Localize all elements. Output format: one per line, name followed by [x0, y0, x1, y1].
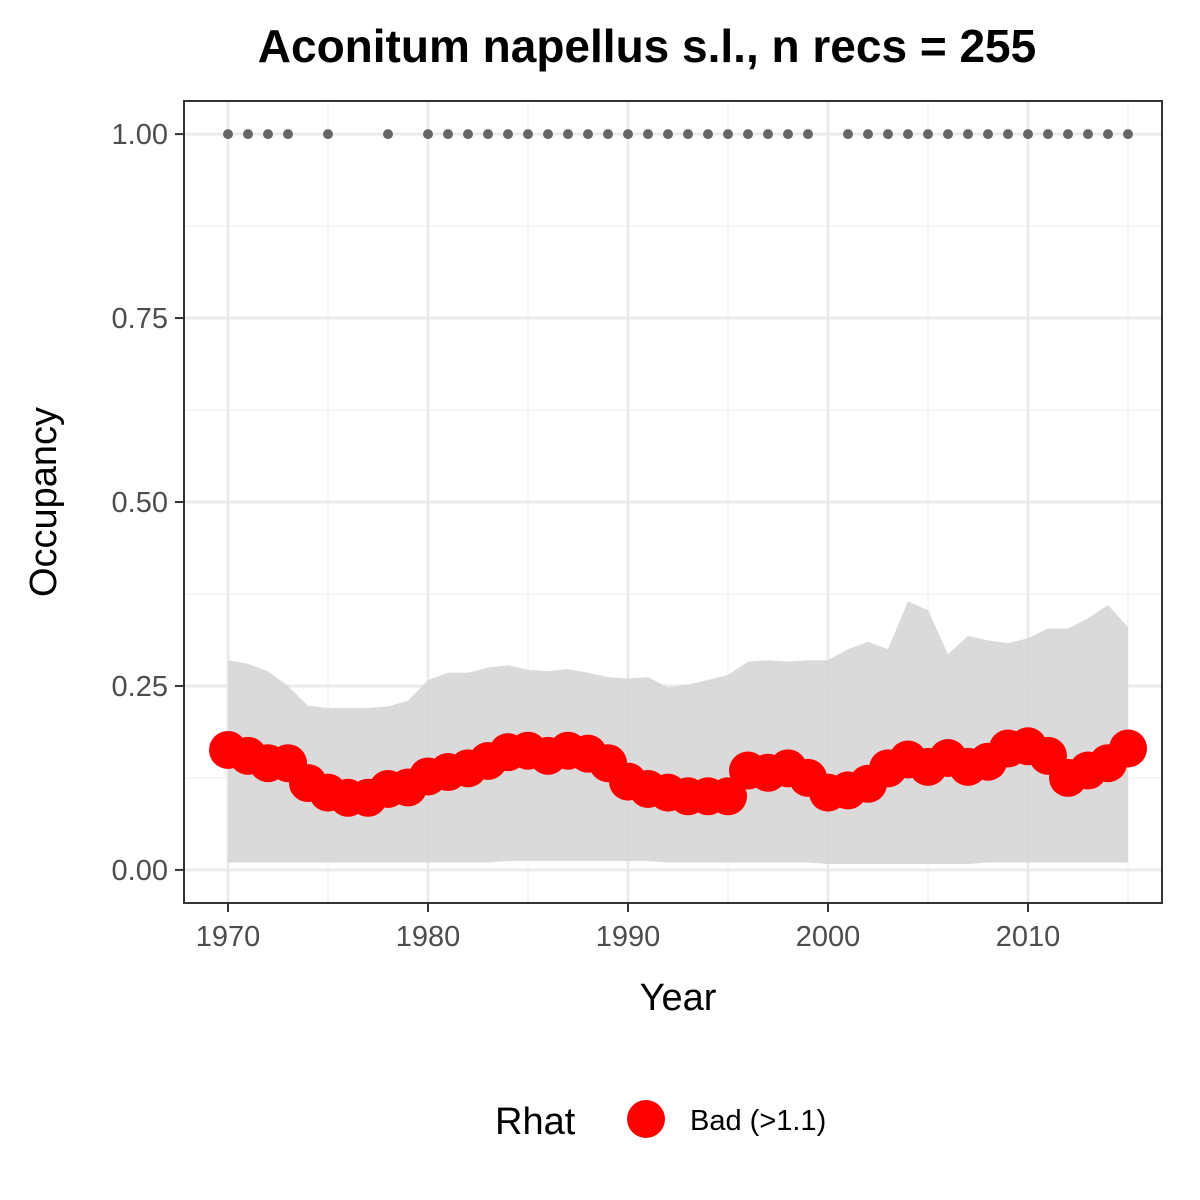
observed-record-point	[443, 129, 453, 140]
observed-record-point	[1043, 129, 1053, 140]
credible-interval-band	[228, 601, 1128, 865]
observed-record-point	[663, 129, 673, 140]
y-tick-label: 1.00	[112, 119, 168, 151]
observed-record-point	[643, 129, 653, 140]
legend: Rhat Bad (>1.1)	[495, 1100, 826, 1143]
observed-record-point	[963, 129, 973, 140]
observed-record-point	[703, 129, 713, 140]
y-tick-label: 0.50	[112, 487, 168, 519]
observed-record-point	[483, 129, 493, 140]
observed-record-point	[803, 129, 813, 140]
y-axis: 0.00 0.25 0.50 0.75 1.00	[112, 119, 184, 887]
x-tick-label: 2000	[796, 921, 861, 953]
x-axis-title: Year	[640, 977, 717, 1019]
x-axis: 1970 1980 1990 2000 2010	[196, 903, 1061, 953]
observed-record-point	[863, 129, 873, 140]
x-tick-label: 1990	[596, 921, 661, 953]
observed-record-point	[1083, 129, 1093, 140]
observed-record-point	[543, 129, 553, 140]
observed-record-point	[263, 129, 273, 140]
x-tick-label: 1980	[396, 921, 461, 953]
legend-key-bad	[627, 1100, 665, 1138]
estimate-point	[1109, 729, 1147, 768]
observed-record-point	[943, 129, 953, 140]
observed-record-point	[1003, 129, 1013, 140]
observed-record-point	[903, 129, 913, 140]
observed-record-point	[223, 129, 233, 140]
observed-record-point	[463, 129, 473, 140]
observed-record-point	[883, 129, 893, 140]
observed-record-point	[1123, 129, 1133, 140]
chart-title: Aconitum napellus s.l., n recs = 255	[258, 20, 1036, 72]
x-tick-label: 2010	[996, 921, 1061, 953]
observed-record-point	[603, 129, 613, 140]
legend-title: Rhat	[495, 1101, 576, 1143]
observed-record-point	[683, 129, 693, 140]
observed-record-point	[243, 129, 253, 140]
y-axis-title: Occupancy	[23, 407, 65, 597]
estimate-point	[709, 777, 747, 816]
observed-record-point	[323, 129, 333, 140]
observed-record-point	[1023, 129, 1033, 140]
observed-record-point	[923, 129, 933, 140]
observed-record-point	[523, 129, 533, 140]
observed-record-point	[583, 129, 593, 140]
observed-record-point	[783, 129, 793, 140]
estimate-points	[209, 727, 1147, 817]
legend-label-bad: Bad (>1.1)	[690, 1105, 826, 1137]
observed-record-point	[503, 129, 513, 140]
observed-record-point	[763, 129, 773, 140]
observed-record-point	[723, 129, 733, 140]
observed-record-point	[1063, 129, 1073, 140]
y-tick-label: 0.25	[112, 671, 168, 703]
observed-record-point	[423, 129, 433, 140]
observed-record-point	[1103, 129, 1113, 140]
observed-record-point	[283, 129, 293, 140]
observed-record-point	[383, 129, 393, 140]
observed-record-point	[623, 129, 633, 140]
observed-record-point	[563, 129, 573, 140]
observed-record-point	[743, 129, 753, 140]
y-tick-label: 0.00	[112, 855, 168, 887]
observed-record-point	[983, 129, 993, 140]
y-tick-label: 0.75	[112, 303, 168, 335]
x-tick-label: 1970	[196, 921, 261, 953]
observed-record-point	[843, 129, 853, 140]
observed-record-points	[223, 129, 1133, 140]
